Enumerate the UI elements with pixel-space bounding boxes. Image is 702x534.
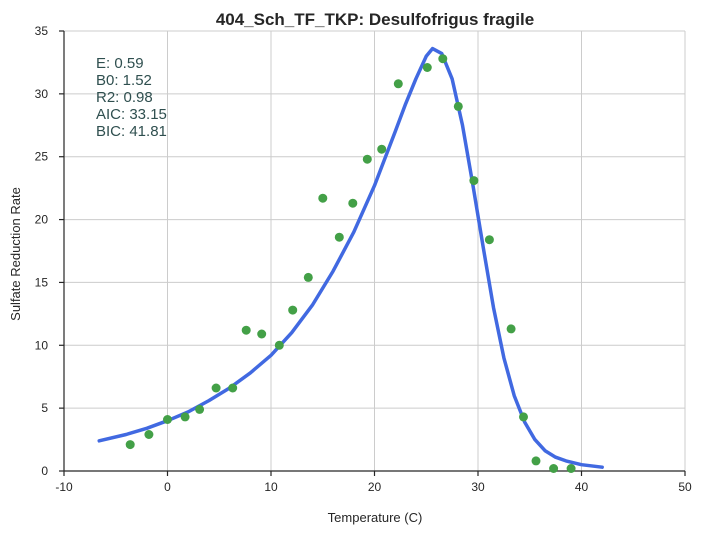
y-tick-label: 30 [35,87,49,101]
data-point [453,101,463,111]
data-point [519,412,528,422]
data-point [257,329,267,339]
data-point [125,440,135,450]
annotation-bic: BIC: 41.81 [96,123,167,140]
data-point [163,415,172,424]
data-point [549,464,559,473]
x-tick-label: 0 [164,480,171,494]
x-axis-label: Temperature (C) [328,510,423,525]
x-tick-label: 20 [368,480,382,494]
fit-curve [97,46,604,469]
annotation-b0: B0: 1.52 [96,72,152,89]
data-point [469,176,479,186]
data-point [393,79,403,89]
data-point [211,383,221,393]
data-point [288,305,298,315]
y-tick-label: 20 [35,213,49,227]
data-point [422,63,432,72]
y-tick-label: 10 [35,338,49,352]
data-point [195,404,205,414]
x-tick-label: 30 [471,480,485,494]
annotation-aic: AIC: 33.15 [96,106,167,123]
y-tick-label: 35 [35,24,49,38]
annotation-r2: R2: 0.98 [96,89,153,106]
data-point [228,383,238,393]
data-point [377,144,387,154]
y-tick-label: 5 [41,401,48,415]
data-point [566,464,576,473]
x-tick-label: 10 [264,480,278,494]
data-point [362,154,372,164]
data-point [506,324,516,334]
x-tick-label: -10 [55,480,73,494]
data-point [348,198,358,208]
data-point [241,325,251,335]
data-point [438,54,448,64]
data-point [180,412,190,422]
x-tick-label: 50 [678,480,692,494]
tick-labels: -10 0 10 20 30 40 50 0 5 10 15 20 25 30 35 [35,24,692,494]
data-point [318,193,328,203]
fit-curve-layer [97,46,604,469]
x-tick-label: 40 [575,480,589,494]
data-point [531,456,541,466]
data-point [484,235,494,245]
annotation-e: E: 0.59 [96,55,144,72]
data-point [144,430,154,439]
y-tick-label: 25 [35,150,49,164]
fit-statistics-annotation: E: 0.59 B0: 1.52 R2: 0.98 AIC: 33.15 BIC… [96,55,167,140]
axes [59,30,686,476]
data-point [274,340,284,350]
y-tick-label: 0 [41,464,48,478]
y-tick-label: 15 [35,275,49,289]
grid-lines [64,30,686,471]
data-point [334,232,344,242]
data-point [303,272,313,282]
data-points-layer [125,54,576,473]
y-axis-label: Sulfate Reduction Rate [8,187,23,321]
chart-title: 404_Sch_TF_TKP: Desulfofrigus fragile [216,10,534,29]
